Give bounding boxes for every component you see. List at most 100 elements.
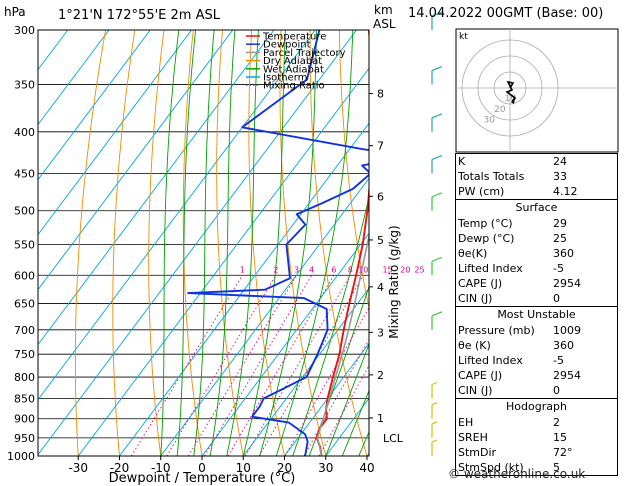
index-value: 360 — [553, 339, 574, 352]
mixing-ratio-label: 2 — [273, 265, 278, 274]
mixing-ratio-label: 10 — [358, 265, 368, 274]
hodograph-block: Hodograph EH 2 SREH 15 StmDir 72° StmSpd (k… — [455, 398, 618, 476]
mixing-ratio-line — [284, 306, 369, 456]
pressure-tick-label: 350 — [14, 79, 35, 92]
wet-adiabat — [292, 194, 369, 456]
km-tick-label: 2 — [377, 369, 384, 382]
location-label: 1°21'N 172°55'E 2m ASL — [58, 8, 220, 23]
index-label: θe(K) — [458, 247, 488, 260]
pressure-tick-label: 600 — [14, 269, 35, 282]
index-label: CAPE (J) — [458, 277, 503, 290]
index-label: SREH — [458, 431, 488, 444]
km-tick-label: 5 — [377, 234, 384, 247]
hodograph-ring-label: 30 — [484, 115, 496, 125]
wind-barb-flag — [431, 439, 438, 443]
index-label: Pressure (mb) — [458, 324, 535, 337]
dry-adiabat — [216, 30, 244, 456]
surface-row: CIN (J) 0 — [458, 291, 615, 306]
wet-adiabat — [242, 30, 286, 456]
surface-row: Temp (°C) 29 — [458, 216, 615, 231]
surface-row: CAPE (J) 2954 — [458, 276, 615, 291]
dry-adiabat — [74, 30, 107, 456]
surface-row: θe(K) 360 — [458, 246, 615, 261]
wet-adiabat — [325, 343, 369, 456]
x-tick-label: -10 — [151, 461, 171, 475]
index-value: 72° — [553, 446, 573, 459]
wind-barb-flag — [431, 381, 438, 386]
wind-barb-flag — [431, 402, 438, 406]
index-value: 4.12 — [553, 185, 578, 198]
valid-date: 14.04.2022 00GMT (Base: 00) — [408, 6, 604, 21]
copyright-label: © weatheronline.co.uk — [448, 467, 586, 481]
index-label: EH — [458, 416, 474, 429]
x-tick-label: 10 — [236, 461, 251, 475]
height-unit-label: km — [374, 3, 393, 17]
mixing-ratio-line — [245, 275, 351, 456]
pressure-tick-label: 850 — [14, 392, 35, 405]
index-value: 33 — [553, 170, 567, 183]
hodograph-frame — [455, 28, 619, 153]
legend-label: Mixing Ratio — [263, 81, 325, 92]
wind-barbs — [431, 11, 443, 456]
wet-adiabat — [193, 30, 215, 456]
km-tick-label: 7 — [377, 140, 384, 153]
x-tick-label: 20 — [277, 461, 292, 475]
sounding-profiles — [187, 30, 369, 456]
hodograph-ring-label: 10 — [505, 94, 517, 104]
wind-barb-flag — [431, 256, 443, 262]
mixing-ratio-line — [258, 275, 364, 456]
mixing-ratio-axis-label: Mixing Ratio (g/kg) — [387, 225, 401, 338]
isotherm — [242, 287, 369, 456]
pressure-tick-label: 550 — [14, 238, 35, 251]
hodograph-unit-label: kt — [459, 32, 468, 42]
isotherm — [77, 67, 369, 456]
index-label: Dewp (°C) — [458, 232, 515, 245]
axes: 1 2 3 4 6 8 10 15 20 2530035040045050055060065070… — [7, 24, 425, 486]
hodo-row: StmDir 72° — [458, 445, 615, 460]
wind-barb-flag — [431, 113, 443, 119]
wind-barb-flag — [431, 192, 443, 198]
hodo-row: EH 2 — [458, 415, 615, 430]
index-value: 15 — [553, 431, 567, 444]
x-tick-label: -20 — [110, 461, 130, 475]
diagram-background-lines — [38, 30, 369, 456]
mixing-ratio-label: 3 — [294, 265, 299, 274]
isotherm — [38, 30, 234, 291]
isotherm — [201, 232, 369, 456]
pressure-tick-label: 700 — [14, 324, 35, 337]
section-title: Surface — [515, 201, 558, 214]
km-tick-label: 6 — [377, 190, 384, 203]
index-label: StmSpd (kt) — [458, 461, 524, 474]
most-unstable-block: Most Unstable Pressure (mb) 1009 θe (K) 36… — [455, 306, 618, 399]
wet-adiabat — [226, 30, 259, 456]
km-tick-label: 4 — [377, 281, 384, 294]
hodo-row: SREH 15 — [458, 430, 615, 445]
wet-adiabat — [209, 30, 236, 456]
mixing-ratio-label: 1 — [240, 265, 245, 274]
hodograph-ring-label: 20 — [494, 105, 506, 115]
profile-temperature — [315, 30, 369, 456]
index-label: StmDir — [458, 446, 497, 459]
isotherm — [160, 177, 369, 456]
index-value: 29 — [553, 217, 567, 230]
height-asl-label: ASL — [373, 17, 396, 31]
wet-adiabat — [259, 30, 318, 456]
isotherm — [38, 30, 316, 401]
legend-label: Parcel Trajectory — [263, 48, 346, 59]
index-label: PW (cm) — [458, 185, 505, 198]
surface-row: Lifted Index -5 — [458, 261, 615, 276]
index-value: -5 — [553, 354, 564, 367]
mixing-ratio-label: 6 — [331, 265, 336, 274]
index-value: -5 — [553, 262, 564, 275]
mu-row: Lifted Index -5 — [458, 353, 615, 368]
isotherm — [38, 30, 151, 181]
index-label: K — [458, 155, 466, 168]
pressure-unit-label: hPa — [4, 5, 26, 19]
indices-panel: K 24 Totals Totals 33 PW (cm) 4.12 Surface … — [455, 153, 618, 476]
index-value: 0 — [553, 384, 560, 397]
index-row-k: K 24 — [458, 154, 615, 169]
hodograph-storm-arrow — [511, 96, 515, 104]
legend-label: Wet Adiabat — [263, 64, 324, 75]
km-tick-label: 8 — [377, 88, 384, 101]
isotherm — [38, 30, 275, 346]
